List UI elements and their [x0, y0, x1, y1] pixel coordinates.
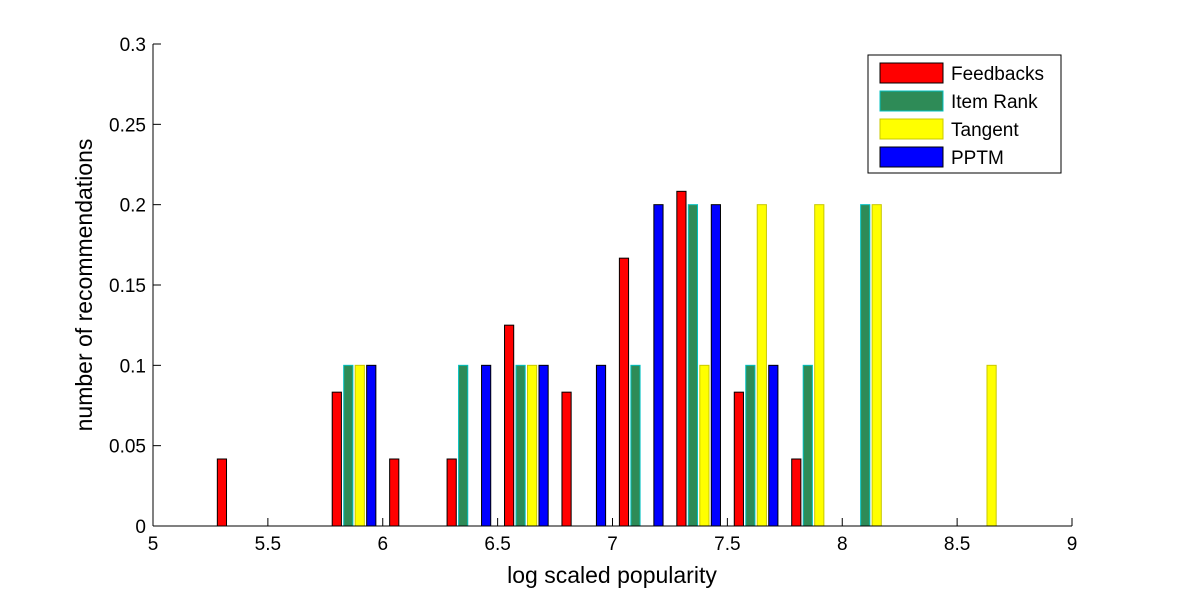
- x-tick-label: 6.5: [484, 534, 510, 555]
- x-tick-label: 8: [837, 534, 848, 555]
- bar-tangent: [354, 364, 365, 527]
- bar-item-rank: [630, 364, 641, 527]
- x-tick-label: 7.5: [714, 534, 740, 555]
- bar-tangent: [871, 204, 882, 527]
- bar-feedbacks: [791, 458, 802, 527]
- y-tick-label: 0.15: [109, 276, 146, 297]
- bar-tangent: [699, 364, 710, 527]
- y-tick-label: 0.2: [120, 196, 146, 217]
- legend-label-tangent: Tangent: [951, 120, 1019, 141]
- bar-pptm: [653, 204, 664, 527]
- bar-pptm: [481, 364, 492, 527]
- legend-label-item-rank: Item Rank: [951, 92, 1038, 113]
- bar-feedbacks: [216, 458, 228, 527]
- bar-feedbacks: [618, 257, 630, 527]
- bar-tangent: [756, 204, 767, 527]
- x-tick-label: 9: [1067, 534, 1078, 555]
- x-tick-label: 5: [148, 534, 159, 555]
- bar-feedbacks: [331, 391, 342, 527]
- bar-item-rank: [343, 364, 354, 527]
- bar-item-rank: [860, 204, 871, 527]
- axes-group: 5 5.5 6 6.5 7 7.5 8 8.5 9 0 0.05 0.1 0.15 0.2 0.25 0.3: [109, 35, 1077, 555]
- bar-pptm: [768, 364, 779, 527]
- x-tick-label: 5.5: [255, 534, 281, 555]
- legend-swatch-pptm: [879, 146, 944, 168]
- x-tick-label: 7: [607, 534, 618, 555]
- bar-item-rank: [745, 364, 756, 527]
- y-tick-label: 0: [135, 517, 146, 538]
- y-tick-label: 0.05: [109, 437, 146, 458]
- bar-tangent: [526, 364, 538, 527]
- legend: Feedbacks Item Rank Tangent PPTM: [867, 54, 1062, 174]
- legend-label-pptm: PPTM: [951, 148, 1004, 169]
- legend-swatch-feedbacks: [879, 62, 944, 84]
- bar-tangent: [814, 204, 825, 527]
- bar-feedbacks: [561, 391, 572, 527]
- legend-swatch-tangent: [879, 118, 944, 140]
- bar-item-rank: [802, 364, 813, 527]
- bar-feedbacks: [733, 391, 744, 527]
- y-tick-label: 0.25: [109, 115, 146, 136]
- bar-feedbacks: [446, 458, 457, 527]
- bar-feedbacks: [676, 190, 687, 527]
- y-tick-label: 0.1: [120, 356, 146, 377]
- bar-pptm: [538, 364, 549, 527]
- bar-item-rank: [687, 204, 699, 527]
- y-tick-label: 0.3: [120, 35, 146, 56]
- legend-label-feedbacks: Feedbacks: [951, 64, 1044, 85]
- bar-pptm: [710, 204, 721, 527]
- bar-tangent: [986, 364, 997, 527]
- x-tick-label: 6: [377, 534, 388, 555]
- legend-swatch-item-rank: [879, 90, 944, 112]
- y-axis-label: number of recommendations: [71, 139, 97, 432]
- x-axis-label: log scaled popularity: [507, 562, 717, 588]
- bar-pptm: [366, 364, 377, 527]
- bar-pptm: [595, 364, 607, 527]
- x-tick-label: 8.5: [944, 534, 970, 555]
- bars-group: [216, 190, 997, 527]
- bar-feedbacks: [389, 458, 400, 527]
- bar-item-rank: [515, 364, 526, 527]
- bar-feedbacks: [504, 324, 515, 527]
- bar-item-rank: [458, 364, 469, 527]
